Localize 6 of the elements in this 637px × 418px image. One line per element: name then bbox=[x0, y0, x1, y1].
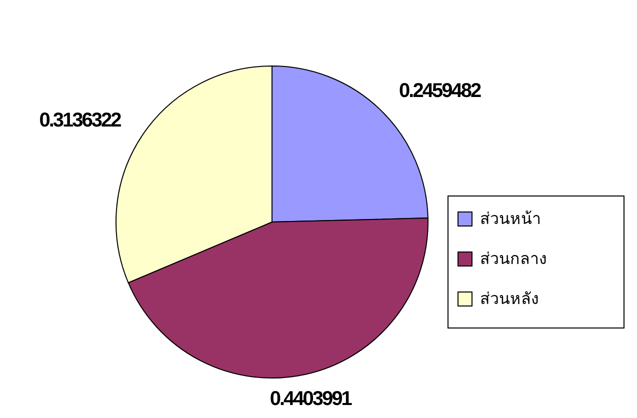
legend-label: ส่วนหน้า bbox=[480, 209, 541, 228]
data-label: 0.4403991 bbox=[270, 388, 352, 410]
data-label: 0.2459482 bbox=[399, 80, 482, 102]
legend-label: ส่วนหลัง bbox=[480, 289, 539, 308]
legend-label: ส่วนกลาง bbox=[480, 249, 547, 268]
data-label: 0.3136322 bbox=[39, 110, 122, 132]
